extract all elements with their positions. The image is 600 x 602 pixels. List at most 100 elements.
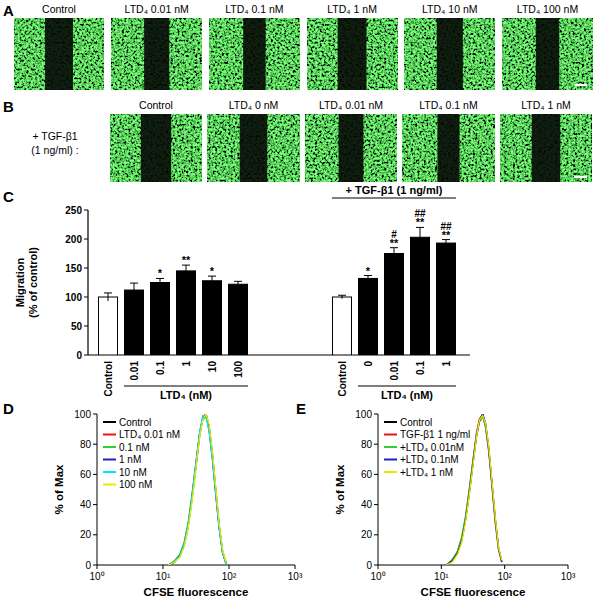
y-tick	[374, 534, 378, 535]
error-bar	[208, 276, 216, 285]
y-tick-label: 80	[361, 439, 373, 450]
y-tick	[374, 504, 378, 505]
image-bg	[503, 18, 593, 90]
cell-image	[503, 18, 593, 90]
error-line	[186, 265, 187, 277]
error-bar	[416, 227, 424, 247]
bar	[411, 237, 430, 355]
image-bg	[307, 18, 397, 90]
image-bg	[110, 114, 202, 182]
bar	[333, 297, 352, 355]
x-tick	[378, 565, 379, 569]
legend: ControlLTD₄ 0.01 nM0.1 nM1 nM10 nM100 nM	[103, 417, 180, 491]
scratch-gap	[339, 114, 364, 182]
figure: ABCDEControlLTD₄ 0.01 nMLTD₄ 0.1 nMLTD₄ …	[0, 0, 600, 602]
legend-swatch	[103, 459, 116, 461]
error-line	[134, 283, 135, 297]
x-tick-label: 1	[181, 361, 192, 367]
bar	[177, 271, 196, 355]
y-tick	[84, 355, 88, 356]
scratch-gap	[141, 114, 171, 182]
y-tick	[84, 239, 88, 240]
x-tick-label: Control	[103, 361, 114, 397]
error-line	[342, 295, 343, 298]
error-line	[212, 276, 213, 285]
image-title: Control	[139, 99, 173, 111]
scratch-gap	[338, 18, 367, 90]
bar	[437, 243, 456, 355]
legend-swatch	[384, 459, 397, 461]
x-tick	[568, 565, 569, 569]
image-bg	[305, 114, 397, 182]
cell-image	[307, 18, 397, 90]
x-tick	[295, 565, 296, 569]
x-label: CFSE fluorescence	[421, 586, 526, 598]
bar	[203, 281, 222, 355]
legend-swatch	[103, 446, 116, 448]
significance: **	[182, 254, 191, 266]
side-label: + TGF-β1	[32, 130, 77, 142]
cell-image	[14, 18, 104, 90]
image-bg	[208, 114, 300, 182]
y-tick-label: 150	[65, 263, 82, 274]
scratch-gap	[243, 18, 266, 90]
scale-bar	[574, 176, 587, 178]
y-tick-label: 40	[361, 499, 373, 510]
legend-label: TGF-β1 1 ng/ml	[400, 429, 470, 440]
x-tick-label: 0.1	[155, 361, 166, 375]
legend-swatch	[103, 434, 116, 436]
y-tick	[93, 504, 97, 505]
cell-image	[209, 18, 299, 90]
panel-label: B	[3, 98, 14, 115]
cell-texture	[110, 114, 202, 182]
x-tick	[441, 565, 442, 569]
x-tick-label: Control	[337, 361, 348, 397]
x-label: CFSE fluorescence	[144, 586, 249, 598]
image-bg	[500, 114, 592, 182]
x-tick-label: 0	[363, 361, 374, 367]
y-label: % of Max	[334, 464, 346, 514]
group-label: LTD₄ (nM)	[381, 389, 433, 401]
y-label: Migration	[14, 257, 26, 307]
cell-texture	[209, 18, 299, 90]
significance: *	[158, 267, 163, 279]
treatment-label: + TGF-β1 (1 ng/ml)	[346, 184, 443, 196]
y-tick	[374, 414, 378, 415]
y-tick-label: 200	[65, 234, 82, 245]
error-bar	[442, 240, 450, 247]
legend: ControlTGF-β1 1 ng/ml+LTD₄ 0.01nM+LTD₄ 0…	[384, 417, 470, 478]
error-line	[446, 240, 447, 247]
x-tick-label: 100	[233, 361, 244, 378]
image-title: LTD₄ 0 nM	[229, 99, 279, 111]
y-tick-label: 100	[74, 409, 91, 420]
y-tick-label: 100	[355, 409, 372, 420]
bar	[99, 297, 118, 355]
cell-image	[305, 114, 397, 182]
x-tick-label: 10³	[561, 571, 576, 582]
scratch-gap	[45, 18, 73, 90]
x-tick	[97, 565, 98, 569]
x-tick-label: 10¹	[156, 571, 171, 582]
error-line	[238, 281, 239, 287]
image-title: Control	[42, 3, 76, 15]
legend-swatch	[384, 446, 397, 448]
cell-texture	[112, 18, 202, 90]
legend-label: 0.1 nM	[119, 442, 150, 453]
image-title: LTD₄ 0.01 nM	[319, 99, 383, 111]
y-tick-label: 60	[361, 469, 373, 480]
cell-texture	[14, 18, 104, 90]
x-tick-label: 0.01	[129, 361, 140, 381]
y-tick-label: 20	[80, 529, 92, 540]
y-tick	[84, 297, 88, 298]
y-tick	[84, 268, 88, 269]
x-tick-label: 10⁰	[89, 571, 104, 582]
cell-texture	[500, 114, 592, 182]
x-tick-label: 10²	[222, 571, 237, 582]
background	[0, 0, 600, 602]
image-title: LTD₄ 1 nM	[327, 3, 377, 15]
x-tick-label: 0.1	[415, 361, 426, 375]
significance-2: ##	[440, 221, 452, 232]
cell-image	[110, 114, 202, 182]
legend-label: +LTD₄ 0.1nM	[400, 454, 459, 465]
error-line	[108, 293, 109, 301]
